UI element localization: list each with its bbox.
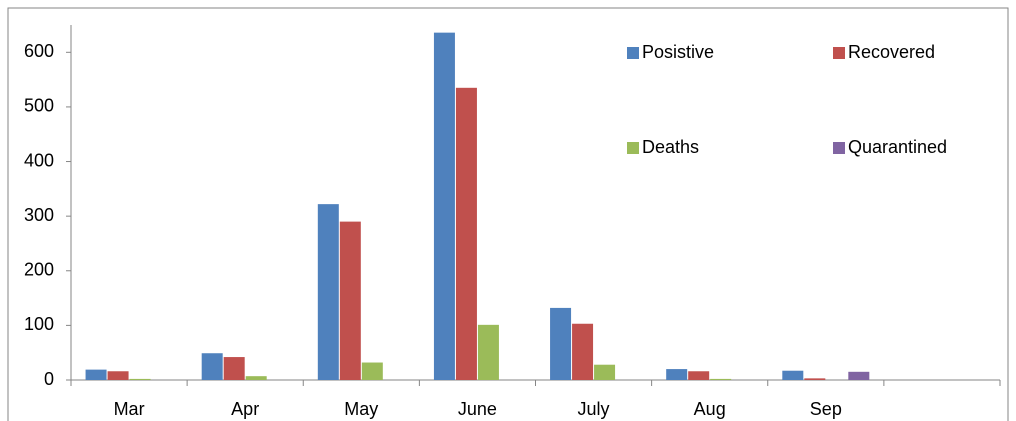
x-tick-label: May xyxy=(344,399,378,419)
y-tick-label: 500 xyxy=(24,96,54,116)
bar xyxy=(433,32,455,381)
legend-label: Recovered xyxy=(848,42,935,62)
legend-swatch xyxy=(627,142,639,154)
bar xyxy=(201,353,223,380)
legend-swatch xyxy=(627,47,639,59)
y-tick-label: 600 xyxy=(24,41,54,61)
legend-swatch xyxy=(833,47,845,59)
bar xyxy=(688,371,710,380)
bar xyxy=(455,87,477,381)
x-tick-label: Mar xyxy=(114,399,145,419)
bar xyxy=(710,378,732,380)
chart-border xyxy=(7,7,1009,421)
legend-label: Quarantined xyxy=(848,137,947,157)
y-tick-label: 300 xyxy=(24,205,54,225)
legend-label: Posistive xyxy=(642,42,714,62)
x-tick-label: July xyxy=(578,399,610,419)
bar xyxy=(550,307,572,380)
bar xyxy=(107,371,129,380)
bar xyxy=(223,357,245,380)
bar xyxy=(804,378,826,380)
x-tick-label: Sep xyxy=(810,399,842,419)
x-tick-label: Apr xyxy=(231,399,259,419)
bar xyxy=(666,369,688,380)
bar xyxy=(361,362,383,380)
bar xyxy=(317,204,339,380)
bar xyxy=(782,370,804,380)
bar xyxy=(572,323,594,380)
bar xyxy=(85,369,107,380)
legend-label: Deaths xyxy=(642,137,699,157)
y-tick-label: 200 xyxy=(24,260,54,280)
x-tick-label: June xyxy=(458,399,497,419)
bar xyxy=(848,371,870,380)
bar xyxy=(129,378,151,380)
x-tick-label: Aug xyxy=(694,399,726,419)
y-tick-label: 400 xyxy=(24,150,54,170)
bar xyxy=(477,324,499,380)
y-tick-label: 100 xyxy=(24,314,54,334)
bar xyxy=(594,364,616,380)
y-tick-label: 0 xyxy=(44,369,54,389)
bar xyxy=(339,221,361,380)
bar xyxy=(245,376,267,380)
legend-swatch xyxy=(833,142,845,154)
